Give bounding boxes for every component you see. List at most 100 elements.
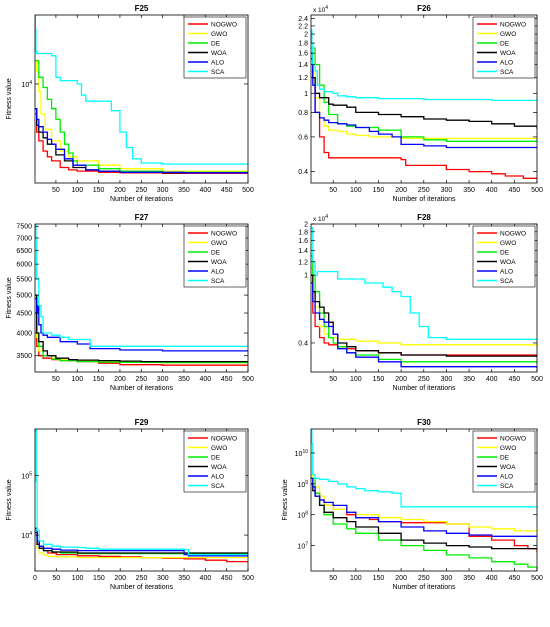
x-tick-label: 100 (350, 376, 362, 383)
series-line-woa (35, 294, 248, 363)
legend-label: DE (211, 250, 221, 257)
legend-label: WOA (500, 259, 516, 266)
x-axis-label: Number of iterations (110, 584, 174, 591)
x-tick-label: 300 (441, 376, 453, 383)
x-tick-label: 100 (71, 376, 83, 383)
x-axis-label: Number of iterations (110, 385, 174, 392)
y-tick-label: 7000 (16, 235, 32, 242)
x-tick-label: 400 (199, 187, 211, 194)
y-tick-label: 1.2 (298, 75, 308, 82)
x-tick-label: 150 (373, 575, 385, 582)
y-tick-label: 3500 (16, 353, 32, 360)
x-tick-label: 250 (418, 575, 430, 582)
legend-label: SCA (500, 69, 514, 76)
x-tick-label: 200 (114, 376, 126, 383)
x-tick-label: 250 (135, 187, 147, 194)
x-tick-label: 350 (178, 575, 190, 582)
series-line-woa (35, 531, 248, 554)
legend-label: WOA (211, 259, 227, 266)
chart-f29: F29 0 50 100 150 200 250 300 350 400 450 500 104 105 N… (6, 418, 254, 591)
x-tick-label: 300 (157, 376, 169, 383)
series-line-alo (311, 282, 537, 368)
x-tick-label: 150 (373, 187, 385, 194)
y-tick-label: 104 (21, 80, 32, 89)
legend-label: WOA (500, 50, 516, 57)
legend-box (472, 430, 536, 493)
legend-label: SCA (500, 278, 514, 285)
legend: NOGWO GWO DE WOA ALO SCA (472, 430, 536, 493)
legend-label: ALO (500, 474, 513, 481)
y-tick-label: 1 (304, 91, 308, 98)
series-line-sca (35, 429, 248, 556)
legend-label: SCA (211, 69, 225, 76)
x-tick-label: 400 (199, 376, 211, 383)
x-tick-label: 200 (395, 575, 407, 582)
x-tick-label: 150 (93, 575, 105, 582)
legend-label: SCA (211, 483, 225, 490)
legend: NOGWO GWO DE WOA ALO SCA (183, 430, 247, 493)
y-tick-label: 2 (304, 32, 308, 39)
x-tick-label: 450 (509, 376, 521, 383)
y-tick-label: 104 (21, 531, 32, 540)
legend-label: DE (211, 455, 221, 462)
x-tick-label: 450 (221, 376, 233, 383)
x-tick-label: 500 (242, 376, 254, 383)
x-axis-label: Number of iterations (392, 385, 456, 392)
x-tick-label: 500 (531, 575, 543, 582)
legend-label: ALO (500, 269, 513, 276)
chart-title: F30 (417, 418, 431, 427)
x-tick-label: 300 (157, 187, 169, 194)
x-tick-label: 350 (463, 187, 475, 194)
y-tick-label: 6500 (16, 248, 32, 255)
x-tick-label: 200 (114, 187, 126, 194)
x-tick-label: 100 (71, 187, 83, 194)
legend-label: NOGWO (500, 436, 526, 443)
x-tick-label: 450 (509, 575, 521, 582)
x-tick-label: 200 (114, 575, 126, 582)
series-line-alo (35, 108, 248, 174)
x-tick-label: 150 (93, 187, 105, 194)
x-tick-label: 500 (531, 376, 543, 383)
y-tick-label: 0.4 (298, 169, 308, 176)
y-axis-label: Fitness value (6, 78, 13, 119)
x-axis-label: Number of iterations (392, 584, 456, 591)
legend-box (472, 225, 536, 288)
legend-label: NOGWO (211, 22, 237, 29)
x-tick-label: 300 (441, 575, 453, 582)
legend: NOGWO GWO DE WOA ALO SCA (472, 16, 536, 79)
x-tick-label: 200 (395, 376, 407, 383)
x-tick-label: 250 (135, 376, 147, 383)
series-line-alo (311, 477, 537, 537)
x-tick-label: 350 (463, 575, 475, 582)
y-tick-label: 7500 (16, 224, 32, 231)
y-tick-label: 1010 (295, 449, 309, 458)
y-tick-label: 109 (297, 480, 308, 489)
x-tick-label: 450 (221, 575, 233, 582)
series-line-sca (35, 15, 248, 165)
legend-label: GWO (211, 240, 227, 247)
x-tick-label: 300 (157, 575, 169, 582)
x-tick-label: 50 (52, 575, 60, 582)
legend-label: SCA (500, 483, 514, 490)
legend-box (183, 430, 247, 493)
x-tick-label: 400 (486, 376, 498, 383)
series-line-gwo (35, 534, 248, 559)
chart-title: F28 (417, 213, 431, 222)
chart-title: F26 (417, 4, 431, 13)
x-tick-label: 500 (531, 187, 543, 194)
y-axis-label: Fitness value (6, 277, 13, 318)
chart-f27: F27 50 100 150 200 250 300 350 400 450 500 3500 4000… (6, 213, 254, 392)
y-axis-label: Fitness value (6, 479, 13, 520)
x-tick-label: 300 (441, 187, 453, 194)
x-tick-label: 400 (200, 575, 212, 582)
legend-label: GWO (211, 445, 227, 452)
y-tick-label: 1.2 (298, 259, 308, 266)
y-tick-label: 1.6 (298, 51, 308, 58)
series-group (311, 429, 537, 569)
legend-box (183, 225, 247, 288)
y-tick-label: 0.4 (298, 340, 308, 347)
x-tick-label: 50 (329, 187, 337, 194)
y-tick-label: 4500 (16, 311, 32, 318)
series-line-gwo (311, 473, 537, 532)
series-line-de (35, 59, 248, 173)
